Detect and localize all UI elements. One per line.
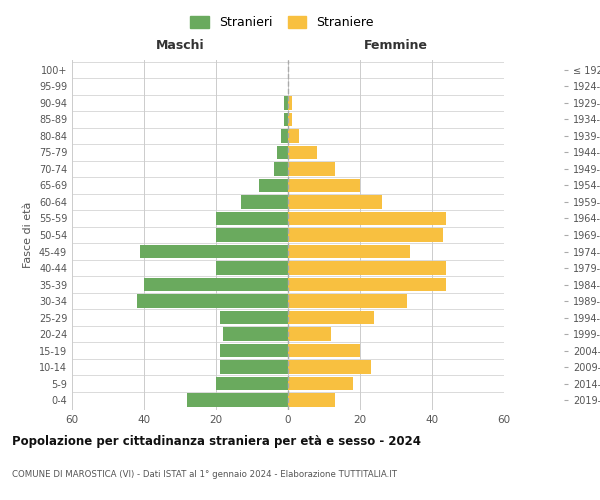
Bar — [216, 377, 288, 390]
Bar — [288, 278, 446, 291]
Bar — [288, 261, 446, 275]
Y-axis label: Fasce di età: Fasce di età — [23, 202, 33, 268]
Bar — [288, 377, 353, 390]
Bar — [288, 344, 360, 358]
Bar — [288, 360, 371, 374]
Bar — [288, 294, 407, 308]
Bar — [144, 278, 288, 291]
Text: Femmine: Femmine — [364, 38, 428, 52]
Bar — [284, 112, 288, 126]
Bar — [288, 228, 443, 242]
Text: COMUNE DI MAROSTICA (VI) - Dati ISTAT al 1° gennaio 2024 - Elaborazione TUTTITAL: COMUNE DI MAROSTICA (VI) - Dati ISTAT al… — [12, 470, 397, 479]
Bar — [187, 394, 288, 407]
Bar — [223, 328, 288, 341]
Bar — [220, 311, 288, 324]
Bar — [288, 112, 292, 126]
Bar — [288, 328, 331, 341]
Bar — [288, 311, 374, 324]
Bar — [288, 212, 446, 226]
Bar — [259, 178, 288, 192]
Bar — [288, 178, 360, 192]
Text: Maschi: Maschi — [155, 38, 205, 52]
Bar — [220, 360, 288, 374]
Bar — [284, 96, 288, 110]
Bar — [216, 228, 288, 242]
Bar — [288, 162, 335, 175]
Bar — [137, 294, 288, 308]
Bar — [288, 129, 299, 142]
Bar — [281, 129, 288, 142]
Bar — [216, 261, 288, 275]
Bar — [216, 212, 288, 226]
Bar — [241, 195, 288, 209]
Legend: Stranieri, Straniere: Stranieri, Straniere — [185, 11, 379, 34]
Bar — [140, 244, 288, 258]
Bar — [288, 244, 410, 258]
Bar — [288, 195, 382, 209]
Bar — [220, 344, 288, 358]
Bar — [288, 96, 292, 110]
Bar — [277, 146, 288, 159]
Bar — [288, 394, 335, 407]
Text: Popolazione per cittadinanza straniera per età e sesso - 2024: Popolazione per cittadinanza straniera p… — [12, 435, 421, 448]
Bar — [288, 146, 317, 159]
Bar — [274, 162, 288, 175]
